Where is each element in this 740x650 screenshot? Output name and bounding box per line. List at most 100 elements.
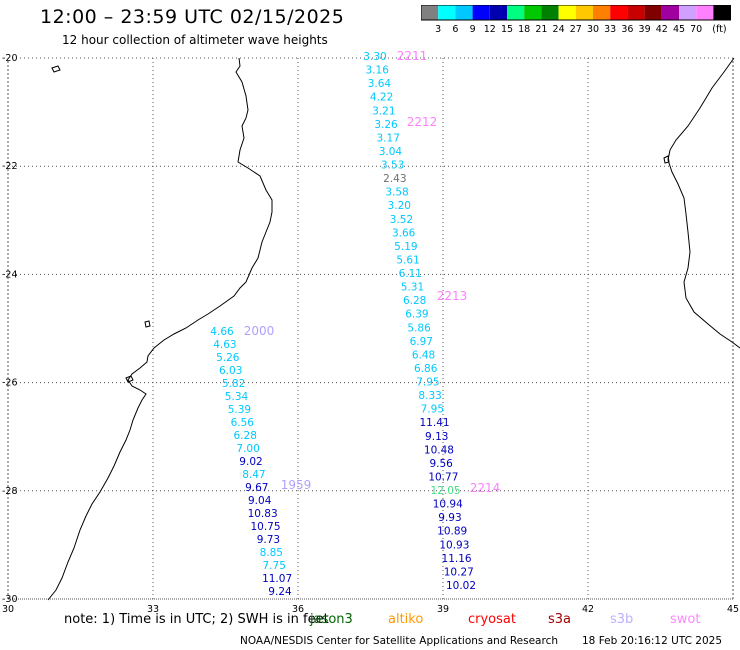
- mozambique-island-1: [51, 65, 61, 73]
- credit-line: NOAA/NESDIS Center for Satellite Applica…: [240, 635, 558, 647]
- latitude-label: -26: [2, 378, 18, 389]
- wave-height-value: 3.64: [368, 78, 392, 90]
- colorbar-swatch: [472, 5, 490, 20]
- mission-label: s3b: [610, 612, 634, 627]
- colorbar-tick-label: 18: [518, 24, 530, 35]
- colorbar-swatch: [661, 5, 679, 20]
- wave-height-value: 11.07: [262, 573, 292, 585]
- wave-height-value: 9.24: [268, 586, 292, 598]
- track-time-label: 2213: [437, 289, 468, 303]
- wave-height-value: 3.04: [379, 146, 403, 158]
- mission-label: swot: [670, 612, 701, 627]
- wave-height-value: 9.02: [239, 456, 262, 468]
- wave-height-value: 6.48: [412, 349, 435, 361]
- wave-height-value: 10.93: [439, 539, 469, 551]
- colorbar-tick-label: 27: [570, 24, 582, 35]
- colorbar-swatch: [455, 5, 473, 20]
- wave-height-value: 9.04: [248, 495, 272, 507]
- colorbar-swatch: [593, 5, 611, 20]
- longitude-label: 39: [437, 604, 449, 615]
- wave-height-value: 9.93: [438, 512, 461, 524]
- colorbar-frame: [421, 5, 731, 21]
- longitude-label: 36: [292, 604, 304, 615]
- wave-height-value: 3.21: [372, 105, 395, 117]
- coastal-islet: [125, 375, 134, 383]
- wave-height-value: 6.56: [231, 417, 255, 429]
- latitude-label: -30: [2, 594, 18, 605]
- wave-height-value: 10.94: [433, 499, 463, 511]
- colorbar-tick-label: 24: [553, 24, 565, 35]
- track-time-label: 2214: [470, 481, 501, 495]
- wave-height-value: 6.11: [399, 268, 422, 280]
- colorbar-tick-label: 3: [435, 24, 441, 35]
- wave-height-value: 10.48: [424, 444, 454, 456]
- colorbar-swatch: [421, 5, 439, 20]
- footer-note: note: 1) Time is in UTC; 2) SWH is in fe…: [64, 612, 329, 627]
- colorbar-tick-label: 45: [673, 24, 685, 35]
- colorbar-swatch: [713, 5, 731, 20]
- colorbar-tick-label: 39: [639, 24, 651, 35]
- wave-height-value: 5.19: [394, 241, 417, 253]
- longitude-label: 33: [147, 604, 159, 615]
- colorbar-unit: (ft): [712, 24, 726, 35]
- wave-height-value: 3.58: [385, 187, 408, 199]
- colorbar-tick-label: 36: [621, 24, 633, 35]
- axis-tick-labels: 30 33 36 39 42 45 -20 -22 -24 -26 -28 -30: [2, 53, 739, 615]
- latitude-label: -20: [2, 53, 18, 64]
- wave-height-value: 3.17: [377, 132, 400, 144]
- colorbar-swatch: [524, 5, 542, 20]
- wave-height-value: 5.86: [407, 322, 431, 334]
- wave-height-value: 3.26: [374, 119, 398, 131]
- wave-height-value: 6.28: [234, 430, 257, 442]
- wave-height-value: 8.85: [260, 547, 283, 559]
- wave-height-value: 11.41: [420, 417, 450, 429]
- wave-height-value: 10.02: [446, 580, 476, 592]
- wave-height-colorbar: 3 6 9 12 15 18 21 24 27 30 33 36 39 42 45 70 (ft): [421, 5, 731, 35]
- madagascar-islet: [663, 155, 670, 164]
- wave-height-value: 10.77: [428, 471, 458, 483]
- colorbar-swatch: [507, 5, 525, 20]
- wave-height-value: 5.31: [401, 282, 424, 294]
- wave-height-value: 10.75: [250, 521, 280, 533]
- colorbar-swatch: [696, 5, 714, 20]
- generated-timestamp: 18 Feb 20:16:12 UTC 2025: [582, 635, 722, 647]
- colorbar-swatch: [610, 5, 628, 20]
- colorbar-swatch: [438, 5, 456, 20]
- wave-height-value: 4.63: [213, 339, 236, 351]
- colorbar-swatch: [679, 5, 697, 20]
- mission-label: cryosat: [468, 612, 516, 627]
- wave-height-value: 6.39: [405, 309, 428, 321]
- wave-height-value: 4.22: [370, 92, 393, 104]
- wave-height-value: 6.03: [219, 365, 242, 377]
- wave-height-value: 5.61: [396, 254, 419, 266]
- colorbar-tick-label: 30: [587, 24, 599, 35]
- track-time-label: 2212: [407, 115, 438, 129]
- wave-height-value: 7.95: [421, 404, 444, 416]
- wave-height-value: 3.30: [363, 51, 386, 63]
- wave-height-value: 8.33: [418, 390, 441, 402]
- wave-height-value: 10.83: [248, 508, 278, 520]
- track-time-labels: 2211 2212 2213 2214 2000 1959: [244, 49, 501, 495]
- latitude-label: -28: [2, 486, 18, 497]
- wave-height-value: 10.27: [444, 566, 474, 578]
- coastal-islet: [144, 320, 151, 328]
- wave-height-value: 6.97: [410, 336, 433, 348]
- wave-height-value: 5.82: [222, 378, 245, 390]
- wave-height-value: 7.00: [236, 443, 259, 455]
- wave-height-value: 3.20: [388, 200, 411, 212]
- coastline: [47, 57, 740, 601]
- mission-label: altiko: [388, 612, 424, 627]
- wave-height-value: 7.95: [416, 377, 439, 389]
- colorbar-swatch: [541, 5, 559, 20]
- longitude-label: 45: [727, 604, 739, 615]
- altimeter-observations: 3.30 3.163.64 4.223.21 3.263.17 3.04 3.532.43…: [210, 51, 476, 598]
- wave-height-value: 6.28: [403, 295, 426, 307]
- wave-height-value: 5.39: [228, 404, 251, 416]
- wave-height-value: 9.67: [245, 482, 268, 494]
- mission-label: jason3: [310, 612, 353, 627]
- map-title: 12:00 – 23:59 UTC 02/15/2025: [40, 6, 345, 28]
- colorbar-tick-label: 12: [484, 24, 496, 35]
- wave-height-value: 3.16: [366, 65, 390, 77]
- madagascar-coastline: [667, 57, 740, 349]
